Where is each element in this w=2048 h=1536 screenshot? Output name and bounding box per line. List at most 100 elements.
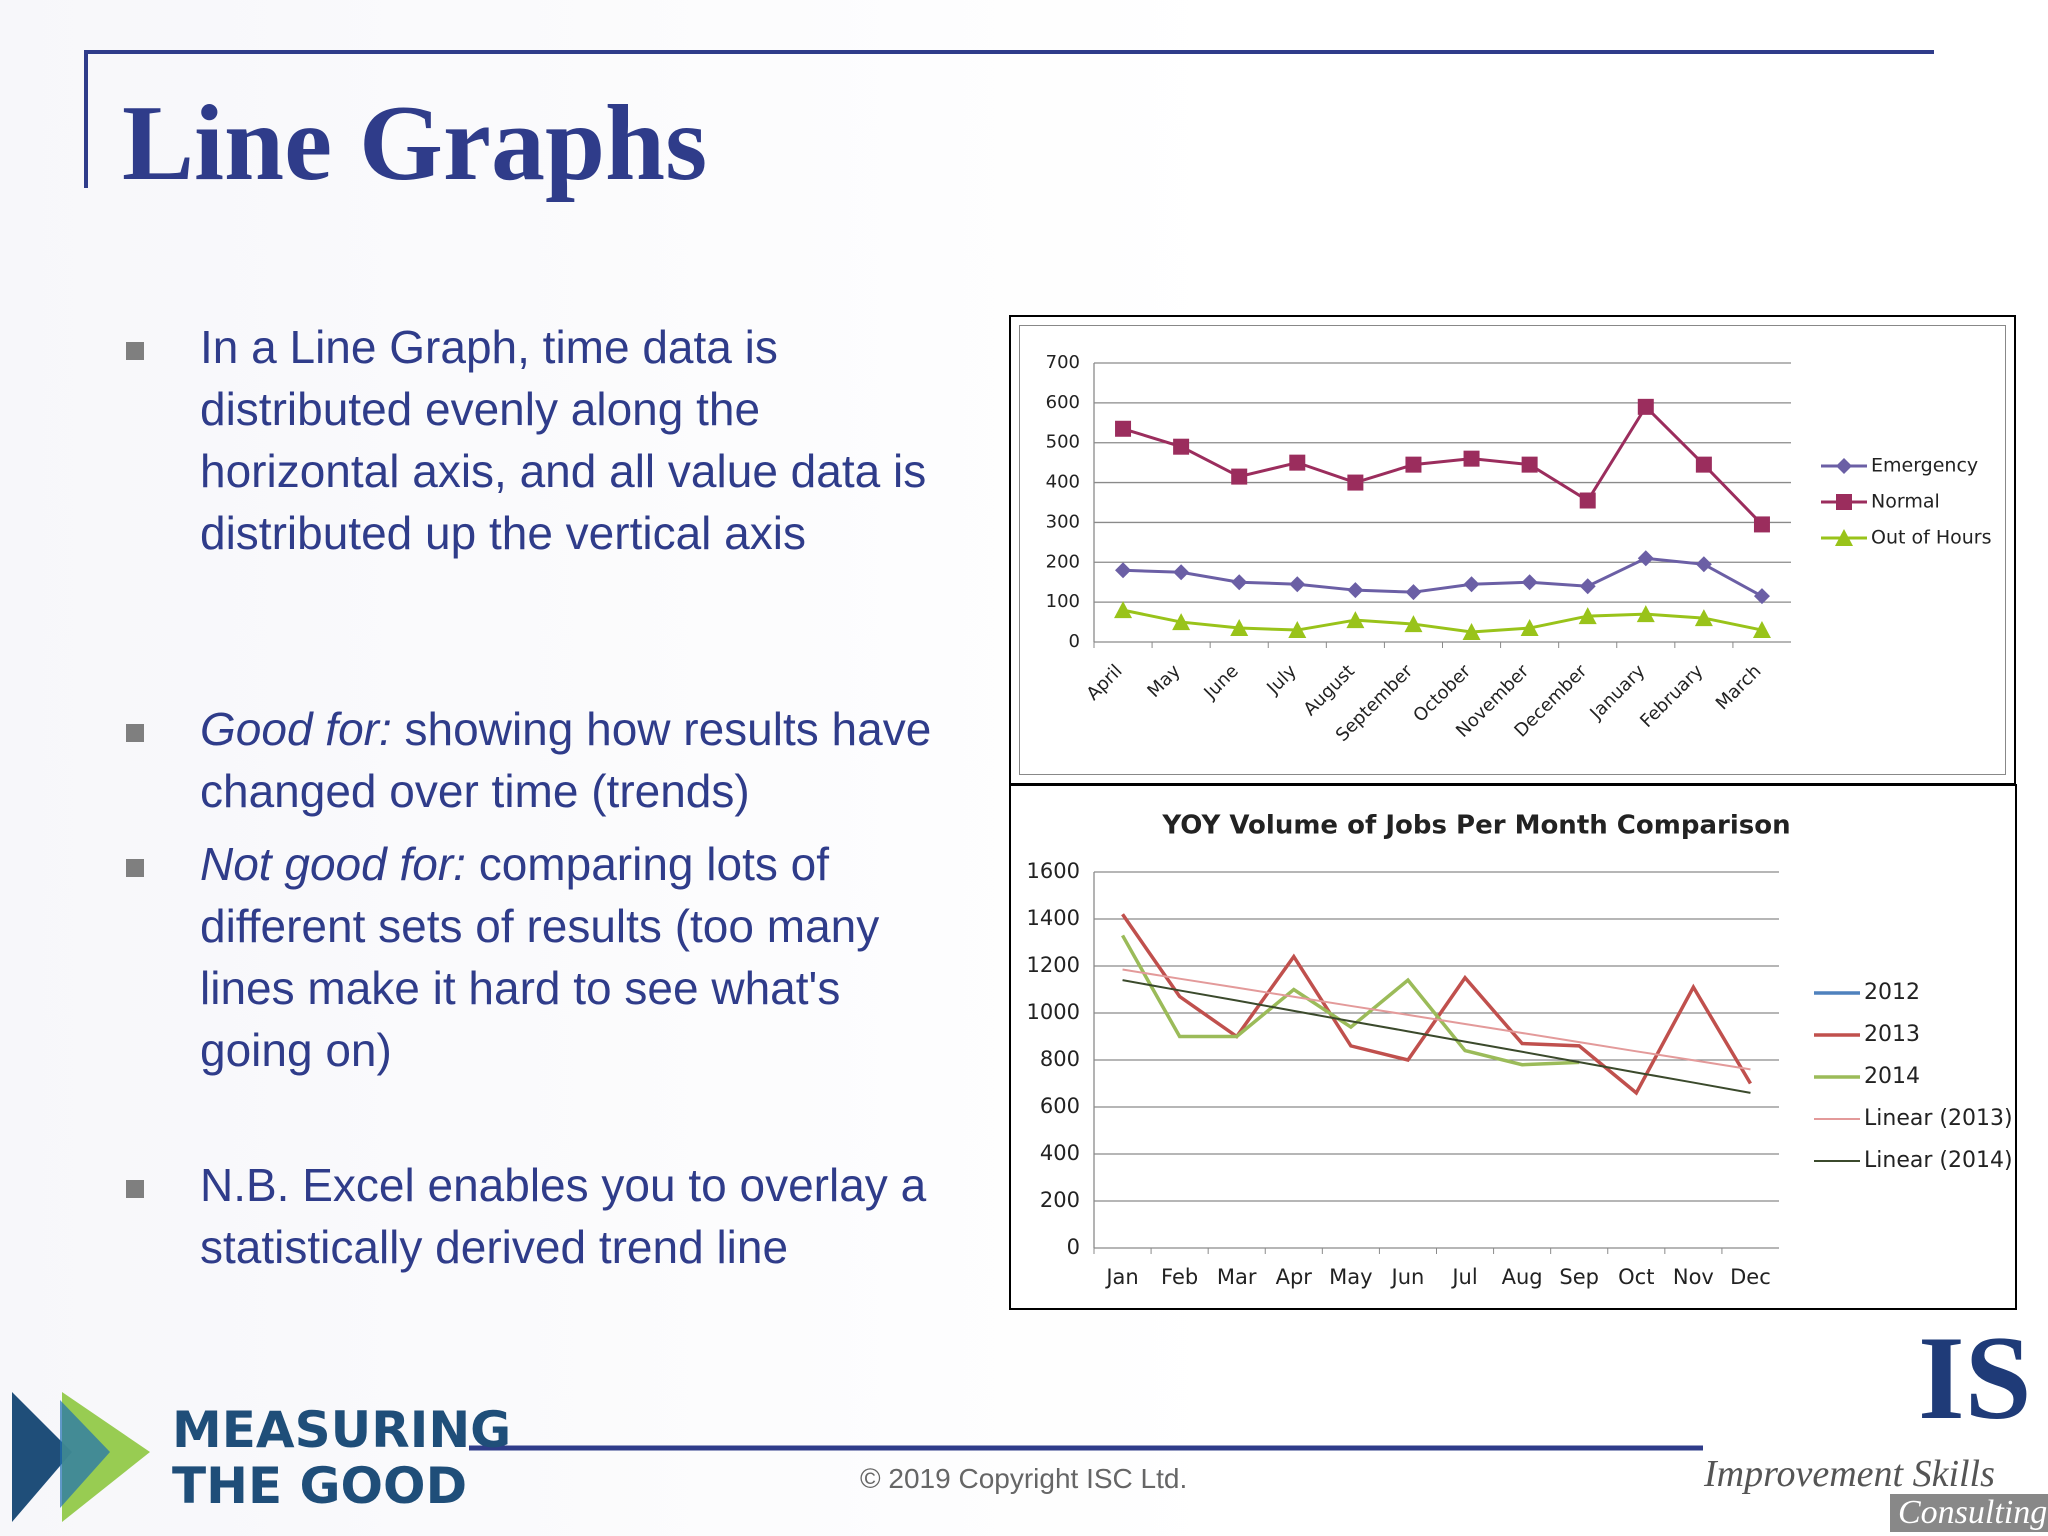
marker: [1836, 494, 1852, 510]
legend-label: Out of Hours: [1871, 527, 1992, 549]
bullet-marker: [126, 1180, 144, 1198]
marker: [1173, 438, 1190, 455]
x-tick-label: Dec: [1730, 1265, 1771, 1289]
series-line: [1122, 608, 1763, 634]
y-tick-label: 400: [1040, 1141, 1080, 1165]
brand-sub: Consulting: [1890, 1494, 2048, 1532]
marker: [1288, 621, 1307, 639]
marker: [1579, 492, 1596, 509]
bullet-lead: Good for:: [200, 703, 392, 755]
y-tick-label: 1200: [1027, 953, 1080, 977]
legend-label: 2012: [1864, 980, 1920, 1005]
x-tick-label: Aug: [1502, 1265, 1543, 1289]
y-tick-label: 300: [1046, 511, 1080, 532]
chart-box: [1009, 315, 2016, 785]
x-tick-label: Apr: [1276, 1265, 1313, 1289]
legend-label: 2013: [1864, 1022, 1920, 1047]
legend-label: Linear (2013): [1864, 1106, 2013, 1131]
bullet-lead: Not good for:: [200, 838, 466, 890]
bullet-marker: [126, 342, 144, 360]
marker: [1405, 584, 1422, 601]
marker: [1521, 456, 1538, 473]
x-tick-label: April: [1083, 661, 1127, 705]
x-tick-label: June: [1199, 661, 1242, 704]
marker: [1694, 609, 1713, 627]
bullet-text: showing how results have changed over ti…: [200, 703, 932, 817]
marker: [1173, 564, 1190, 581]
y-tick-label: 700: [1046, 352, 1080, 373]
y-tick-label: 100: [1046, 591, 1080, 612]
marker: [1579, 578, 1596, 595]
x-tick-label: Feb: [1161, 1265, 1198, 1289]
x-tick-label: July: [1262, 660, 1301, 699]
x-tick-label: Jan: [1104, 1265, 1138, 1289]
marker: [1231, 574, 1248, 591]
y-tick-label: 0: [1069, 631, 1080, 652]
marker: [1695, 456, 1712, 473]
marker: [1636, 605, 1655, 623]
x-tick-label: Sep: [1559, 1265, 1599, 1289]
bullet-marker: [126, 859, 144, 877]
marker: [1835, 529, 1853, 546]
y-tick-label: 500: [1046, 432, 1080, 453]
marker: [1347, 582, 1364, 599]
bullet: N.B. Excel enables you to overlay a stat…: [200, 1159, 927, 1273]
marker: [1114, 601, 1133, 619]
marker: [1346, 611, 1365, 629]
marker: [1753, 516, 1770, 533]
marker: [1115, 562, 1132, 579]
marker: [1520, 619, 1539, 637]
marker: [1463, 576, 1480, 593]
y-tick-label: 800: [1040, 1047, 1080, 1071]
marker: [1230, 619, 1249, 637]
logo-line: THE GOOD: [172, 1457, 468, 1515]
marker: [1695, 556, 1712, 573]
legend-label: Linear (2014): [1864, 1148, 2013, 1173]
logo-text: MEASURING THE GOOD: [172, 1402, 511, 1514]
marker: [1172, 613, 1191, 631]
x-tick-label: May: [1329, 1265, 1372, 1289]
y-tick-label: 1400: [1027, 906, 1080, 930]
series-line: [1122, 979, 1751, 1094]
x-tick-label: Nov: [1673, 1265, 1714, 1289]
series-line: [1122, 556, 1763, 598]
series-line: [1122, 404, 1764, 526]
x-tick-label: Mar: [1217, 1265, 1257, 1289]
bullet: Good for: showing how results have chang…: [200, 698, 960, 822]
series-line: [1121, 913, 1752, 1096]
legend-label: 2014: [1864, 1064, 1920, 1089]
slide-title: Line Graphs: [122, 84, 708, 203]
marker: [1521, 574, 1538, 591]
marker: [1115, 420, 1132, 437]
y-tick-label: 400: [1046, 472, 1080, 493]
marker: [1231, 468, 1248, 485]
marker: [1289, 576, 1306, 593]
marker: [1289, 454, 1306, 471]
marker: [1347, 474, 1364, 491]
marker: [1405, 456, 1422, 473]
marker: [1637, 398, 1654, 415]
bullet: In a Line Graph, time data is distribute…: [200, 321, 927, 559]
marker: [1578, 607, 1597, 625]
chart-title: YOY Volume of Jobs Per Month Comparison: [1161, 811, 1790, 841]
x-tick-label: Jun: [1390, 1265, 1425, 1289]
y-tick-label: 600: [1040, 1094, 1080, 1118]
y-tick-label: 200: [1040, 1188, 1080, 1212]
marker: [1753, 588, 1770, 605]
marker: [1463, 450, 1480, 467]
y-tick-label: 200: [1046, 551, 1080, 572]
logo-line: MEASURING: [172, 1401, 512, 1459]
x-tick-label: February: [1636, 660, 1707, 731]
x-tick-label: Jul: [1450, 1265, 1477, 1289]
x-tick-label: March: [1712, 661, 1766, 715]
y-tick-label: 1000: [1027, 1000, 1080, 1024]
x-tick-label: Oct: [1618, 1265, 1654, 1289]
y-tick-label: 600: [1046, 392, 1080, 413]
brand-name: Improvement Skills: [1704, 1453, 1995, 1495]
bullet: Not good for: comparing lots of differen…: [200, 833, 960, 1081]
legend-label: Normal: [1871, 491, 1940, 513]
marker: [1404, 615, 1423, 633]
